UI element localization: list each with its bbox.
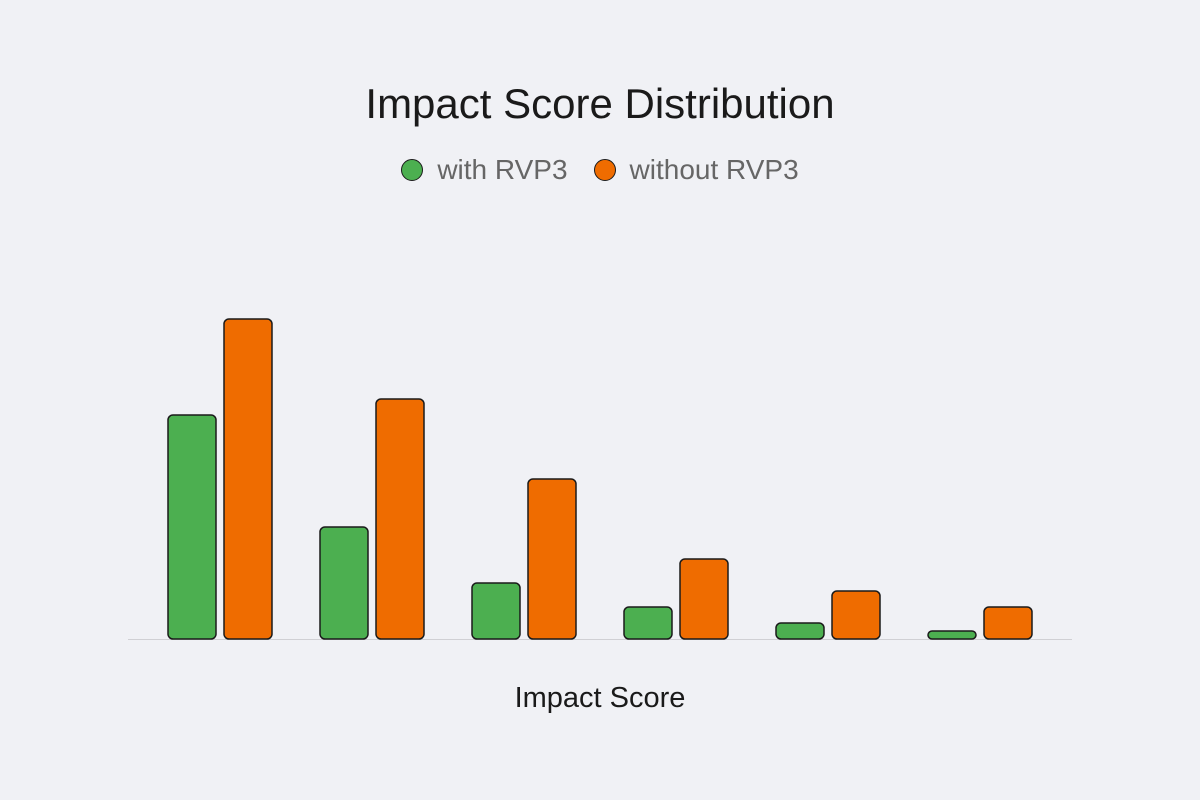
bar-with-rvp3-6 — [927, 630, 977, 640]
legend-swatch-without-rvp3 — [593, 159, 616, 181]
legend-swatch-with-rvp3 — [401, 159, 424, 181]
bar-with-rvp3-3 — [471, 582, 521, 640]
bar-without-rvp3-6 — [983, 606, 1033, 640]
x-axis-label: Impact Score — [514, 682, 686, 714]
legend-item-with-rvp3: with RVP3 — [401, 154, 568, 186]
legend-item-without-rvp3: without RVP3 — [593, 154, 799, 186]
bar-without-rvp3-4 — [679, 558, 729, 640]
bar-with-rvp3-5 — [775, 622, 825, 640]
bar-without-rvp3-1 — [223, 318, 273, 640]
bar-without-rvp3-2 — [375, 398, 425, 640]
bar-with-rvp3-4 — [623, 606, 673, 640]
legend: with RVP3 without RVP3 — [0, 154, 1200, 186]
bar-without-rvp3-5 — [831, 590, 881, 640]
chart-title: Impact Score Distribution — [365, 80, 835, 127]
legend-label-with-rvp3: with RVP3 — [437, 154, 568, 185]
bar-with-rvp3-2 — [319, 526, 369, 640]
bar-without-rvp3-3 — [527, 478, 577, 640]
legend-label-without-rvp3: without RVP3 — [629, 154, 799, 185]
bar-with-rvp3-1 — [167, 414, 217, 640]
